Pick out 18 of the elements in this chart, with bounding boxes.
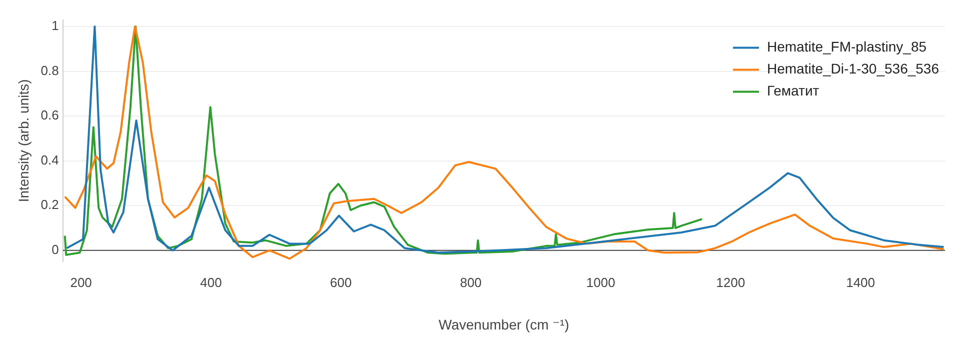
x-tick-label: 1200 (716, 274, 746, 290)
y-tick-label: 1 (52, 18, 59, 34)
y-tick-label: 0.4 (40, 152, 59, 168)
y-axis-title: Intensity (arb. units) (15, 79, 32, 202)
y-tick-label: 0.2 (40, 197, 59, 212)
legend-label: Гематит (767, 82, 820, 99)
legend-label: Hematite_Di-1-30_536_536 (767, 60, 940, 77)
x-tick-label: 200 (70, 274, 92, 290)
x-tick-label: 600 (330, 274, 352, 290)
x-tick-label: 400 (200, 274, 222, 290)
x-tick-label: 1400 (846, 274, 876, 290)
y-tick-label: 0 (52, 242, 59, 257)
x-tick-label: 800 (460, 274, 482, 290)
x-axis-title: Wavenumber (cm ⁻¹) (438, 316, 570, 332)
legend-label: Hematite_FM-plastiny_85 (767, 38, 927, 55)
x-tick-label: 1000 (586, 274, 616, 290)
y-tick-label: 0.8 (40, 62, 59, 78)
y-tick-label: 0.6 (40, 108, 59, 123)
